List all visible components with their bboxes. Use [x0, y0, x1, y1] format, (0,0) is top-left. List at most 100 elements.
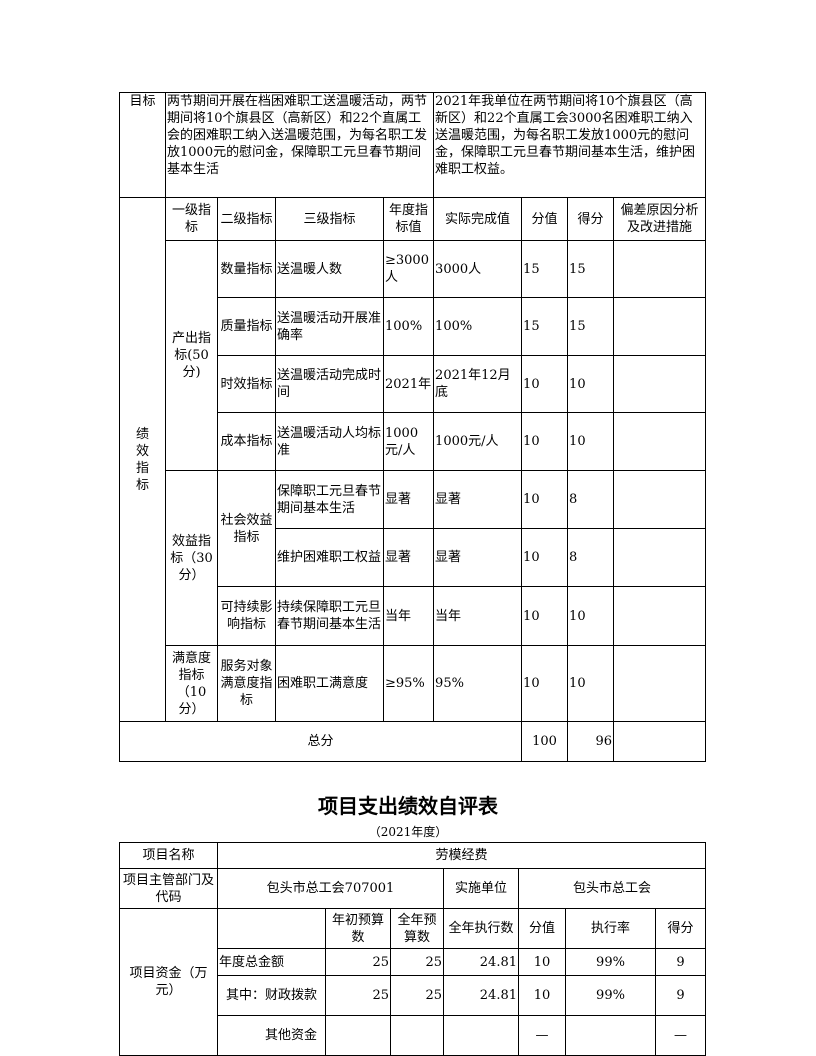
points-cell: 10 — [521, 528, 569, 587]
perf-indicator-label: 绩效指标 — [119, 197, 166, 722]
score-cell: 10 — [567, 645, 615, 722]
table-row: 维护困难职工权益 显著 显著 10 8 — [120, 528, 707, 587]
page-title: 项目支出绩效自评表 — [318, 794, 498, 818]
rate-cell: 99% — [565, 975, 656, 1016]
table-row: 其中：财政拨款 25 25 24.81 10 99% 9 — [120, 975, 706, 1016]
header-cell: 全年预算数 — [390, 908, 444, 949]
goal-planned: 两节期间开展在档困难职工送温暖活动，两节期间将10个旗县区（高新区）和22个直属… — [164, 92, 435, 198]
note-cell — [613, 240, 707, 298]
header-cell: 得分 — [655, 908, 706, 949]
target-cell: ≥3000人 — [382, 240, 435, 298]
impl-label: 实施单位 — [443, 868, 519, 909]
level2-cell: 质量指标 — [217, 297, 276, 356]
points-cell: 10 — [518, 948, 566, 976]
level2-cell: 社会效益指标 — [217, 470, 276, 587]
initial-cell — [325, 1015, 391, 1056]
target-cell: 当年 — [382, 586, 435, 646]
total-row: 总分 100 96 — [118, 721, 707, 762]
header-cell: 实际完成值 — [433, 197, 523, 241]
score-cell: 8 — [567, 470, 615, 529]
points-cell: 15 — [521, 297, 569, 356]
actual-cell: 1000元/人 — [433, 412, 523, 471]
score-cell: 10 — [567, 412, 615, 471]
level1-output: 产出指标(50分) — [165, 240, 218, 471]
table-row: 效益指标（30分） 社会效益指标 保障职工元旦春节期间基本生活 显著 显著 10… — [120, 470, 707, 646]
dept-label: 项目主管部门及代码 — [119, 868, 218, 909]
level2-cell: 成本指标 — [217, 412, 276, 471]
level3-cell: 持续保障职工元旦春节期间基本生活 — [275, 586, 384, 646]
note-cell — [613, 645, 707, 722]
note-cell — [613, 586, 707, 646]
target-cell: 显著 — [382, 528, 435, 587]
impl-value: 包头市总工会 — [518, 868, 706, 909]
score-cell: 10 — [567, 586, 615, 646]
target-cell: 1000元/人 — [382, 412, 435, 471]
annual-cell: 25 — [390, 948, 444, 976]
score-cell: 15 — [567, 240, 615, 298]
points-cell: 10 — [521, 470, 569, 529]
executed-cell: 24.81 — [443, 948, 519, 976]
score-cell: 9 — [655, 948, 706, 976]
level1-benefit: 效益指标（30分） — [165, 470, 218, 646]
table-row: 质量指标 送温暖活动开展准确率 100% 100% 15 15 — [120, 297, 707, 356]
executed-cell: 24.81 — [443, 975, 519, 1016]
rate-cell: 99% — [565, 948, 656, 976]
actual-cell: 显著 — [433, 528, 523, 587]
table-row: 时效指标 送温暖活动完成时间 2021年 2021年12月底 10 10 — [120, 355, 707, 413]
level3-cell: 困难职工满意度 — [275, 645, 384, 722]
funds-label: 项目资金（万元） — [119, 908, 218, 1056]
points-cell: — — [518, 1015, 566, 1056]
points-cell: 10 — [521, 586, 569, 646]
points-cell: 15 — [521, 240, 569, 298]
header-cell — [217, 908, 326, 949]
header-cell: 全年执行数 — [443, 908, 519, 949]
total-score: 96 — [567, 721, 615, 762]
actual-cell: 95% — [433, 645, 523, 722]
header-cell: 年度指标值 — [382, 197, 435, 241]
target-cell: 100% — [382, 297, 435, 356]
table-row: 可持续影响指标 持续保障职工元旦春节期间基本生活 当年 当年 10 10 — [120, 586, 707, 646]
level3-cell: 送温暖活动开展准确率 — [275, 297, 384, 356]
dept-value: 包头市总工会707001 — [217, 868, 444, 909]
total-points: 100 — [521, 721, 569, 762]
actual-cell: 2021年12月底 — [433, 355, 523, 413]
actual-cell: 当年 — [433, 586, 523, 646]
note-cell — [613, 528, 707, 587]
performance-table: 目标 两节期间开展在档困难职工送温暖活动，两节期间将10个旗县区（高新区）和22… — [118, 92, 707, 762]
header-cell: 三级指标 — [275, 197, 384, 241]
initial-cell: 25 — [325, 975, 391, 1016]
project-name-label: 项目名称 — [119, 842, 218, 869]
target-cell: 2021年 — [382, 355, 435, 413]
target-cell: ≥95% — [382, 645, 435, 722]
row-label: 其中：财政拨款 — [217, 975, 326, 1016]
score-cell: — — [655, 1015, 706, 1056]
level2-cell: 可持续影响指标 — [217, 586, 276, 646]
header-cell: 分值 — [521, 197, 569, 241]
level3-cell: 维护困难职工权益 — [275, 528, 384, 587]
annual-cell — [390, 1015, 444, 1056]
header-cell: 年初预算数 — [325, 908, 391, 949]
row-label: 其他资金 — [217, 1015, 326, 1056]
note-cell — [613, 297, 707, 356]
header-cell: 一级指标 — [165, 197, 218, 241]
actual-cell: 100% — [433, 297, 523, 356]
level1-satisfaction: 满意度指标（10分） — [165, 645, 218, 722]
rate-cell — [565, 1015, 656, 1056]
level2-cell: 数量指标 — [217, 240, 276, 298]
score-cell: 10 — [567, 355, 615, 413]
header-cell: 偏差原因分析及改进措施 — [613, 197, 707, 241]
score-cell: 8 — [567, 528, 615, 587]
points-cell: 10 — [521, 355, 569, 413]
project-name-value: 劳模经费 — [217, 842, 706, 869]
level2-cell: 时效指标 — [217, 355, 276, 413]
target-cell: 显著 — [382, 470, 435, 529]
level3-cell: 送温暖人数 — [275, 240, 384, 298]
points-cell: 10 — [518, 975, 566, 1016]
points-cell: 10 — [521, 412, 569, 471]
executed-cell — [443, 1015, 519, 1056]
note-cell — [613, 355, 707, 413]
table-row: 成本指标 送温暖活动人均标准 1000元/人 1000元/人 10 10 — [120, 412, 707, 471]
note-cell — [613, 470, 707, 529]
row-label: 年度总金额 — [217, 948, 326, 976]
